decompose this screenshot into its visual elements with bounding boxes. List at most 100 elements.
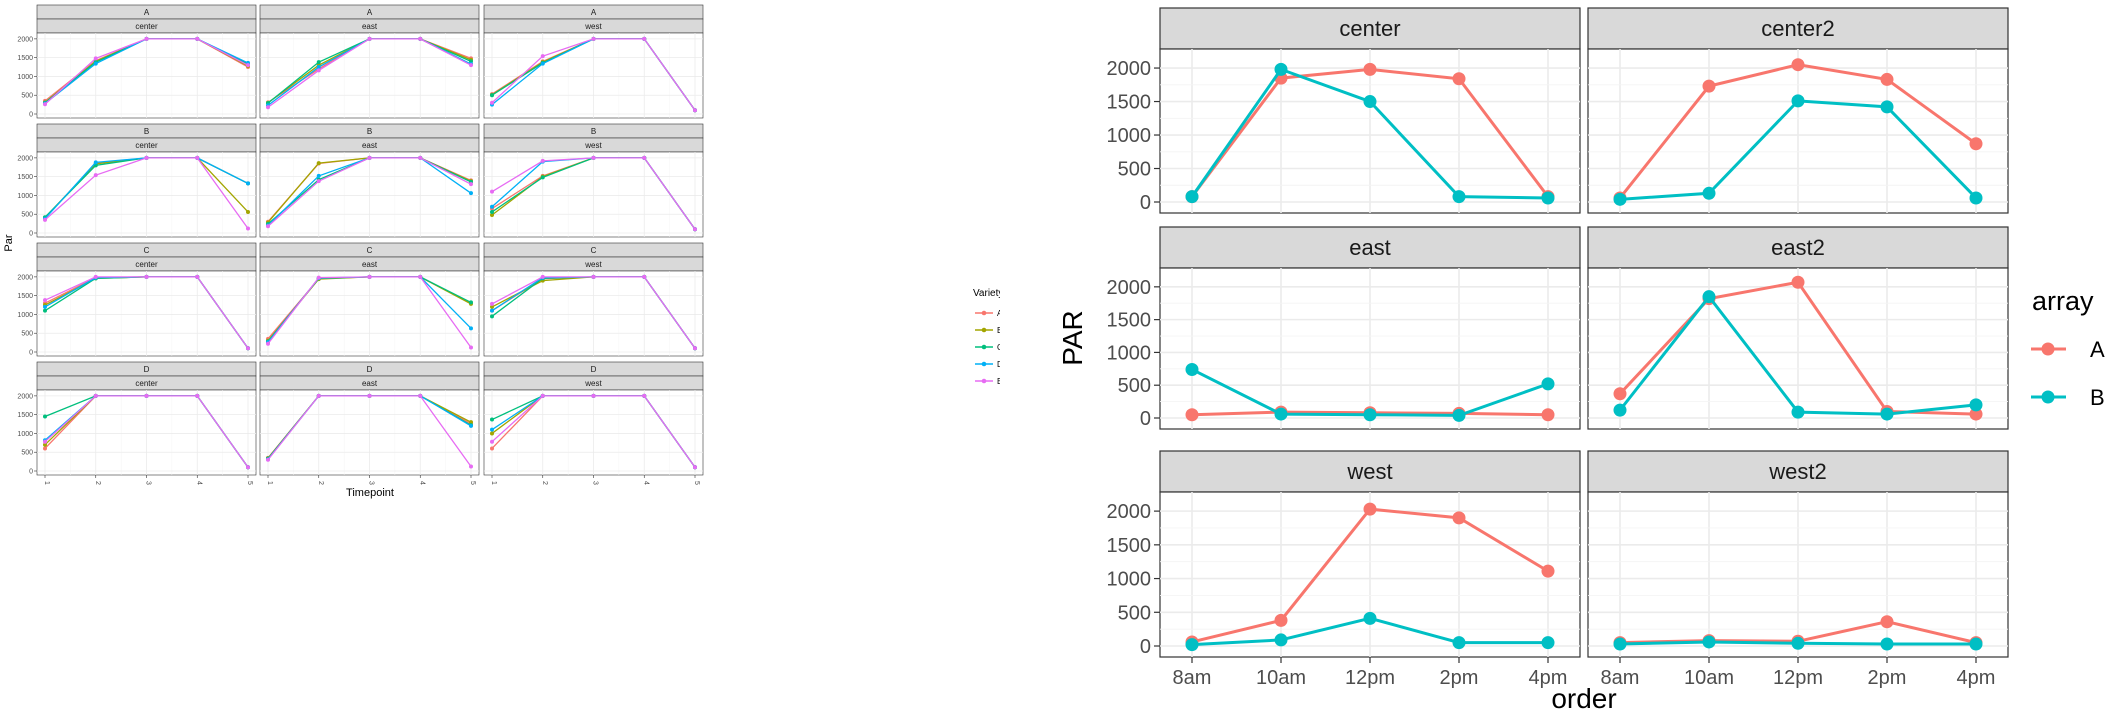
data-point-B — [1969, 191, 1983, 205]
data-point-B — [1274, 407, 1288, 421]
data-point-B — [1363, 408, 1377, 422]
data-point-E — [693, 108, 697, 113]
data-point-B — [1613, 192, 1627, 206]
panel-west: west 0 500 1000 1500 2000 8am 10am 12pm 2pm 4pm — [1107, 450, 1581, 689]
data-point-E — [490, 189, 494, 194]
facet-strip-label: center — [1339, 16, 1400, 41]
data-point-B — [1363, 611, 1377, 625]
data-point-E — [93, 393, 98, 398]
row-strip-label: A — [367, 8, 373, 17]
data-point-E — [642, 274, 647, 279]
data-point-A — [1185, 408, 1199, 422]
row-strip-label: D — [367, 365, 373, 374]
x-tick-label: 3 — [368, 481, 375, 485]
data-point-C — [490, 417, 494, 422]
data-point-C — [490, 93, 494, 98]
data-point-C — [43, 414, 47, 419]
y-tick-label: 500 — [21, 93, 33, 100]
legend-key-point — [981, 344, 987, 350]
data-point-E — [469, 63, 473, 68]
data-point-E — [418, 155, 423, 160]
panel-center2: center2 — [1587, 7, 2009, 214]
y-tick-label: 1500 — [1107, 310, 1152, 332]
y-tick-label: 0 — [29, 469, 33, 476]
x-tick-label: 8am — [1173, 667, 1212, 689]
row-strip-label: C — [591, 246, 597, 255]
data-point-D — [246, 181, 250, 186]
facet-strip-label: west2 — [1768, 459, 1826, 484]
data-point-E — [43, 217, 47, 222]
data-point-E — [43, 102, 47, 107]
x-tick-label: 2 — [317, 481, 324, 485]
data-point-B — [1274, 62, 1288, 76]
col-strip-label: center — [135, 22, 158, 31]
data-point-E — [540, 274, 545, 279]
data-point-B — [1969, 398, 1983, 412]
data-point-B — [1452, 636, 1466, 650]
legend-label: E — [997, 377, 1000, 386]
data-point-E — [367, 155, 372, 160]
data-point-E — [195, 274, 200, 279]
data-point-A — [1969, 137, 1983, 151]
x-tick-label: 1 — [266, 481, 273, 485]
y-tick-label: 1000 — [1107, 342, 1152, 364]
data-point-E — [144, 393, 149, 398]
col-strip-label: west — [584, 141, 602, 150]
col-strip-label: west — [584, 260, 602, 269]
row-strip-label: C — [144, 246, 150, 255]
y-tick-label: 1500 — [17, 174, 33, 181]
data-point-B — [469, 420, 473, 425]
facet-strip — [1159, 226, 1581, 269]
data-point-E — [591, 393, 596, 398]
data-point-E — [43, 439, 47, 444]
x-tick-label: 2 — [541, 481, 548, 485]
y-tick-label: 0 — [29, 112, 33, 119]
data-point-E — [540, 54, 545, 59]
x-tick-label: 4 — [418, 481, 425, 485]
panel-east: east 0 500 1000 1500 2000 — [1107, 226, 1581, 430]
data-point-E — [490, 301, 494, 306]
data-point-B — [246, 209, 250, 214]
data-point-E — [266, 105, 270, 110]
x-tick-label: 10am — [1684, 667, 1734, 689]
x-tick-label: 3 — [592, 481, 599, 485]
y-tick-label: 0 — [29, 350, 33, 357]
col-strip-label: west — [584, 379, 602, 388]
data-point-A — [1541, 564, 1555, 578]
data-point-D — [316, 173, 321, 178]
data-point-E — [540, 158, 545, 163]
array-faceted-line-chart: center 0 500 1000 1500 2000 center2 east 0 500 100… — [1057, 7, 2105, 714]
y-tick-label: 1000 — [1107, 569, 1152, 591]
data-point-B — [1185, 362, 1199, 376]
data-point-D — [490, 308, 494, 313]
data-point-B — [1185, 190, 1199, 204]
legend-key-point — [981, 361, 987, 367]
data-point-B — [1791, 636, 1805, 650]
data-point-B — [1185, 638, 1199, 652]
data-point-A — [1452, 511, 1466, 525]
y-tick-label: 1000 — [17, 193, 33, 200]
data-point-E — [266, 341, 270, 346]
data-point-E — [693, 227, 697, 232]
data-point-D — [490, 204, 494, 209]
panel-east2: east2 — [1587, 226, 2009, 430]
legend-label: B — [997, 326, 1000, 335]
facet-strip — [1587, 7, 2009, 50]
x-tick-label: 2pm — [1440, 667, 1479, 689]
x-axis-title: order — [1551, 683, 1616, 714]
data-point-B — [1702, 186, 1716, 200]
data-point-E — [540, 393, 545, 398]
data-point-E — [93, 173, 98, 178]
row-strip-label: C — [367, 246, 373, 255]
legend-label: A — [997, 309, 1000, 318]
y-tick-label: 0 — [1140, 636, 1151, 658]
data-point-C — [316, 60, 321, 65]
y-tick-label: 1500 — [17, 55, 33, 62]
data-point-A — [1452, 72, 1466, 86]
